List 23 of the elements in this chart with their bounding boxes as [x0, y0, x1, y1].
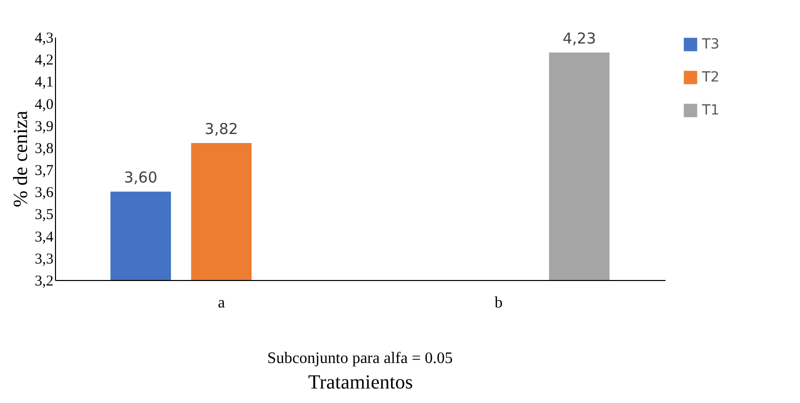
y-tick-label: 4,1: [34, 74, 54, 91]
legend-label: T1: [701, 102, 720, 118]
data-label: 4,23: [562, 29, 596, 48]
y-tick-label: 3,7: [34, 163, 54, 180]
legend-label: T3: [701, 36, 720, 52]
data-label: 3,82: [204, 120, 238, 138]
y-tick-label: 3,3: [34, 251, 54, 268]
y-tick-label: 3,8: [34, 140, 54, 157]
text: Subconjunto para alfa = 0.05: [267, 350, 453, 367]
y-tick-label: 4,2: [34, 52, 54, 69]
x-tick-label: b: [494, 294, 503, 312]
legend-label: T2: [701, 70, 720, 86]
y-tick-label: 3,2: [34, 274, 54, 290]
y-tick-label: 4,3: [34, 30, 54, 46]
y-tick-label: 3,5: [34, 207, 54, 224]
data-label: 3,60: [124, 168, 158, 187]
x-axis-title: Tratamientos: [308, 372, 414, 394]
y-tick-label: 3,6: [34, 185, 54, 202]
y-tick-label: 3,4: [34, 229, 54, 246]
y-tick-label: 4,0: [34, 96, 54, 113]
y-axis-title: % de ceniza: [10, 110, 32, 208]
y-tick-label: 3,9: [34, 118, 54, 135]
x-tick-label: a: [218, 294, 225, 312]
